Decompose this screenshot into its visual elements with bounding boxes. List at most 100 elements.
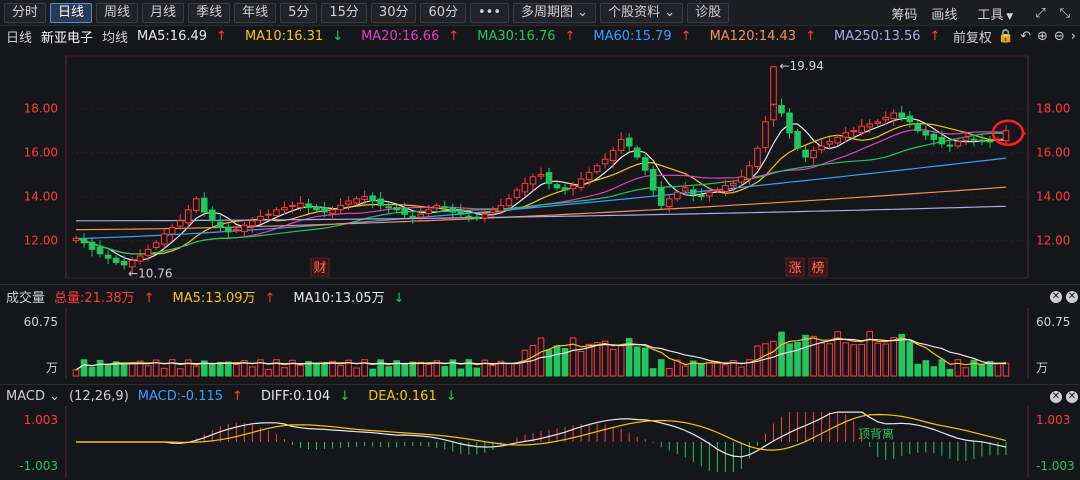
- candle-body: [160, 233, 168, 245]
- chips-button[interactable]: 筹码: [891, 7, 918, 23]
- period-button-4[interactable]: 季线: [188, 2, 231, 23]
- period-button-2[interactable]: 周线: [96, 2, 139, 23]
- expand-icon[interactable]: ⤡: [1059, 5, 1070, 21]
- candle-body: [938, 136, 946, 145]
- candle-body: [922, 130, 930, 136]
- period-button-1[interactable]: 日线: [50, 2, 93, 23]
- candle-body: [409, 215, 417, 218]
- next-icon[interactable]: ›: [1070, 28, 1076, 44]
- lock-icon[interactable]: 🔒: [997, 28, 1015, 44]
- volume-bar: [112, 361, 120, 377]
- vol-unit-right: 万: [1036, 361, 1048, 375]
- period-button-7[interactable]: 15分: [321, 2, 367, 23]
- marker-cai-box: [310, 257, 330, 277]
- marker-zhang: 涨: [788, 261, 801, 276]
- volume-bar: [513, 362, 521, 377]
- candle-body: [144, 248, 152, 256]
- volume-bar: [866, 330, 873, 377]
- period-button-9[interactable]: 60分: [420, 2, 467, 23]
- candle-body: [281, 207, 288, 211]
- volume-bar: [922, 360, 930, 377]
- volume-bar: [208, 363, 216, 377]
- volume-bar: [305, 360, 312, 377]
- diagnose-button[interactable]: 诊股: [687, 2, 730, 23]
- volume-bar: [698, 363, 705, 377]
- candle-body: [176, 220, 184, 227]
- candle-body: [313, 206, 320, 211]
- y-tick-left: 16.00: [24, 146, 58, 160]
- fullscreen-icon[interactable]: ⤢: [1035, 5, 1046, 21]
- candle-body: [489, 209, 497, 213]
- draw-line-button[interactable]: 画线: [931, 7, 958, 23]
- period-button-8[interactable]: 30分: [370, 2, 417, 23]
- candle-body: [818, 145, 825, 151]
- macd-axis-top-right: 1.003: [1036, 413, 1070, 427]
- volume-bar: [281, 367, 288, 377]
- candle-body: [249, 220, 256, 227]
- price-chart[interactable]: 18.00 18.00 16.00 16.00 14.00 14.00 12.00 12.00…: [0, 46, 1080, 284]
- stock-info-button[interactable]: 个股资料 ⌄: [600, 2, 684, 23]
- volume-bar: [433, 360, 441, 377]
- zoom-in-icon[interactable]: ⊕: [1036, 28, 1048, 44]
- y-tick-right: 12.00: [1036, 234, 1070, 248]
- volume-bar: [930, 366, 938, 377]
- adjust-button[interactable]: 前复权: [952, 30, 992, 46]
- tools-button[interactable]: 工具 ▼: [977, 4, 1013, 23]
- period-button-5[interactable]: 年线: [234, 2, 277, 23]
- volume-bar: [625, 338, 633, 377]
- volume-bar: [593, 342, 601, 377]
- volume-bar: [313, 362, 320, 377]
- volume-bar: [176, 368, 184, 377]
- candle-body: [706, 191, 713, 197]
- volume-bar: [200, 360, 208, 377]
- period-buttons: 分时 日线 周线 月线 季线 年线 5分 15分 30分 60分: [4, 2, 470, 23]
- ma-line-ma30: [75, 132, 1007, 255]
- toolbar-right: 筹码 画线 工具 ▼ ⤢ ⤡: [877, 0, 1080, 26]
- diff-line: [76, 411, 1007, 458]
- dea-value: DEA:0.161 ↓: [368, 388, 457, 404]
- candle-body: [120, 260, 128, 266]
- candle-body: [906, 115, 914, 123]
- volume-bar: [104, 364, 112, 377]
- close-macd-icon[interactable]: ✕: [1050, 391, 1062, 403]
- volume-bar: [962, 367, 970, 377]
- period-button-3[interactable]: 月线: [142, 2, 185, 23]
- candle-body: [345, 200, 352, 205]
- candle-body: [152, 242, 160, 248]
- candle-body: [289, 204, 296, 207]
- volume-bar: [649, 368, 657, 377]
- multi-period-button[interactable]: 多周期图 ⌄: [513, 2, 597, 23]
- vol-unit-left: 万: [46, 361, 58, 375]
- marker-cai: 财: [313, 261, 326, 276]
- macd-title[interactable]: MACD ⌄: [6, 388, 60, 404]
- volume-bar: [553, 345, 561, 377]
- candle-body: [633, 147, 641, 158]
- candle-body: [914, 123, 922, 132]
- candle-body: [329, 209, 336, 214]
- candle-body: [273, 209, 280, 217]
- candle-body: [609, 149, 617, 162]
- more-button[interactable]: •••: [470, 2, 510, 23]
- zoom-out-icon[interactable]: ⊖: [1053, 28, 1065, 44]
- close-volume-icon[interactable]: ✕: [1050, 291, 1062, 303]
- candle-body: [361, 196, 368, 200]
- undo-icon[interactable]: ↶: [1020, 28, 1031, 44]
- settings-volume-icon[interactable]: ✕: [1066, 291, 1078, 303]
- candle-body: [521, 182, 529, 193]
- period-button-6[interactable]: 5分: [280, 2, 318, 23]
- caret-down-icon: ▼: [1003, 11, 1014, 22]
- volume-bar: [617, 345, 625, 377]
- volume-bar: [834, 331, 841, 377]
- volume-bar: [297, 364, 304, 377]
- settings-macd-icon[interactable]: ✕: [1066, 391, 1078, 403]
- macd-value: MACD:-0.115 ↑: [137, 388, 243, 404]
- candle-body: [930, 133, 938, 140]
- ma-items: MA5:16.49 ↑ MA10:16.31 ↓ MA20:16.66 ↑ MA30:16.…: [137, 29, 958, 44]
- candle-body: [112, 257, 120, 264]
- candle-body: [217, 221, 224, 228]
- volume-bar: [128, 363, 136, 377]
- period-button-0[interactable]: 分时: [4, 2, 47, 23]
- ma-type-label[interactable]: 均线: [102, 30, 129, 46]
- candle-body: [457, 210, 465, 215]
- ma-line-ma10: [75, 122, 1007, 255]
